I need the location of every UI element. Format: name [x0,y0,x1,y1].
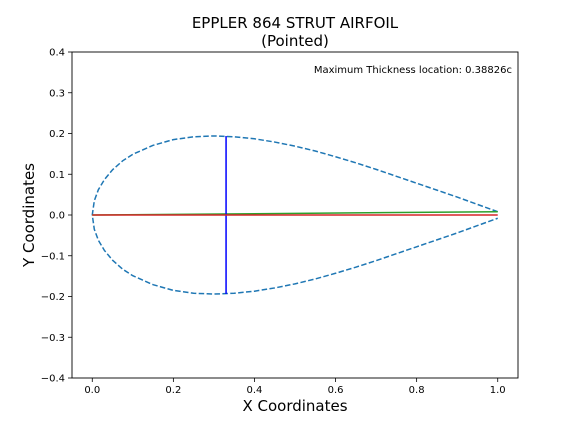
x-axis-label: X Coordinates [242,397,347,415]
x-tick-label: 0.4 [247,385,263,396]
x-tick-label: 0.6 [328,385,344,396]
chart-subtitle: (Pointed) [261,32,329,50]
x-tick-label: 0.8 [409,385,425,396]
y-tick-label: −0.2 [41,292,65,303]
x-tick-label: 1.0 [490,385,506,396]
y-tick-label: 0.3 [49,88,65,99]
x-axis: 0.0 0.2 0.4 0.6 0.8 1.0 [84,378,506,396]
y-axis-label: Y Coordinates [20,163,38,268]
y-tick-label: −0.1 [41,251,65,262]
annotation-max-thickness: Maximum Thickness location: 0.38826c [314,65,512,76]
y-axis: −0.4 −0.3 −0.2 −0.1 0.0 0.1 0.2 0.3 0.4 [41,48,72,385]
y-tick-label: 0.4 [49,48,65,59]
y-tick-label: 0.2 [49,129,65,140]
y-tick-label: −0.3 [41,333,65,344]
plot-layer [91,135,498,295]
y-tick-label: 0.0 [49,211,65,222]
x-tick-label: 0.2 [165,385,181,396]
y-tick-label: −0.4 [41,374,65,385]
chart-title: EPPLER 864 STRUT AIRFOIL [192,14,399,32]
x-tick-label: 0.0 [84,385,100,396]
y-tick-label: 0.1 [49,170,65,181]
